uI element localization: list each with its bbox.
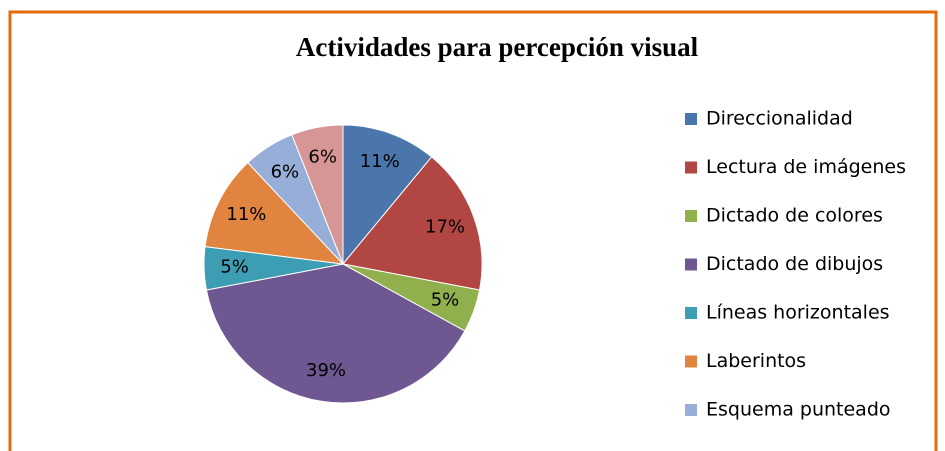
data-label: 39% [306,360,346,381]
data-label: 6% [271,161,300,182]
legend-swatch [685,307,697,319]
legend-swatch [685,161,697,174]
data-label: 11% [226,204,266,225]
legend-swatch [685,113,697,125]
legend-label: Lectura de imágenes [706,156,906,178]
legend-swatch [685,210,697,222]
chart-title: Actividades para percepción visual [296,32,699,62]
legend-swatch [685,404,697,416]
pie-slice [291,124,344,265]
data-label: 5% [431,290,460,311]
legend-label: Dictado de colores [706,205,883,227]
chart-frame [8,10,938,451]
legend-label: Dictado de dibujos [706,253,883,275]
pie-slice [342,124,433,266]
pie-slice [205,263,466,404]
legend-label: Laberintos [706,350,806,372]
data-label: 17% [425,216,465,237]
data-label: 11% [360,151,400,172]
legend-label: Direccionalidad [706,108,853,130]
pie-slice [342,156,483,291]
pie-slice [204,161,345,265]
legend-swatch [685,258,697,271]
data-label: 5% [220,256,249,277]
data-label: 6% [308,147,337,168]
legend-swatch [685,355,697,368]
legend-label: Esquema punteado [706,399,891,421]
legend-label: Líneas horizontales [706,302,890,324]
